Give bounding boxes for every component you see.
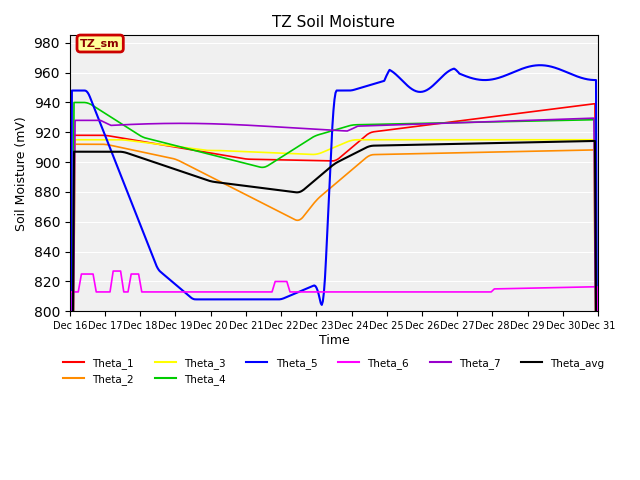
Theta_1 (499, 112, 507, 118)
Theta_2 (353, 163, 360, 168)
Theta_3 (500, 137, 508, 143)
Theta_5 (499, 73, 507, 79)
Theta_4 (70, 99, 78, 105)
Theta_avg (380, 143, 388, 148)
Y-axis label: Soil Moisture (mV): Soil Moisture (mV) (15, 116, 28, 231)
Line: Theta_avg: Theta_avg (70, 141, 598, 480)
Theta_1 (582, 102, 589, 108)
Theta_3 (321, 148, 329, 154)
Line: Theta_2: Theta_2 (70, 144, 598, 480)
Theta_1 (380, 128, 388, 133)
Theta_3 (353, 137, 360, 143)
Theta_5 (317, 300, 324, 306)
Theta_1 (320, 158, 328, 164)
Theta_7 (590, 115, 598, 121)
Line: Theta_4: Theta_4 (70, 102, 598, 480)
X-axis label: Time: Time (319, 334, 349, 347)
Theta_3 (381, 137, 389, 143)
Theta_5 (380, 78, 388, 84)
Theta_4 (381, 121, 389, 127)
Theta_avg (591, 138, 599, 144)
Theta_1 (591, 101, 599, 107)
Line: Theta_3: Theta_3 (70, 140, 598, 480)
Theta_6 (353, 289, 360, 295)
Title: TZ Soil Moisture: TZ Soil Moisture (273, 15, 396, 30)
Theta_4 (500, 119, 508, 124)
Line: Theta_1: Theta_1 (70, 104, 598, 480)
Theta_7 (320, 127, 328, 132)
Theta_3 (71, 137, 79, 143)
Theta_3 (318, 150, 326, 156)
Theta_6 (318, 289, 326, 295)
Theta_7 (380, 122, 388, 128)
Theta_2 (582, 147, 590, 153)
Theta_2 (318, 192, 326, 198)
Theta_avg (499, 140, 507, 146)
Theta_avg (352, 150, 360, 156)
Theta_2 (381, 152, 389, 157)
Theta_avg (582, 138, 589, 144)
Theta_7 (317, 127, 324, 132)
Theta_4 (582, 117, 590, 123)
Theta_avg (317, 172, 324, 178)
Theta_6 (109, 268, 117, 274)
Theta_4 (353, 122, 360, 128)
Theta_6 (582, 284, 590, 290)
Text: TZ_sm: TZ_sm (81, 38, 120, 48)
Theta_4 (321, 130, 329, 136)
Theta_7 (499, 119, 507, 124)
Line: Theta_7: Theta_7 (70, 118, 598, 480)
Theta_5 (352, 86, 360, 92)
Theta_7 (582, 116, 589, 121)
Line: Theta_6: Theta_6 (70, 271, 598, 480)
Theta_3 (582, 137, 590, 143)
Theta_2 (321, 190, 329, 195)
Theta_avg (320, 170, 328, 176)
Theta_5 (320, 290, 328, 296)
Theta_5 (536, 62, 544, 68)
Legend: Theta_1, Theta_2, Theta_3, Theta_4, Theta_5, Theta_6, Theta_7, Theta_avg: Theta_1, Theta_2, Theta_3, Theta_4, Thet… (59, 354, 609, 389)
Theta_1 (352, 141, 360, 147)
Theta_6 (381, 289, 389, 295)
Theta_7 (352, 124, 360, 130)
Line: Theta_5: Theta_5 (70, 65, 598, 480)
Theta_1 (317, 158, 324, 164)
Theta_2 (70, 141, 78, 147)
Theta_5 (582, 76, 590, 82)
Theta_6 (321, 289, 329, 295)
Theta_4 (318, 131, 326, 137)
Theta_6 (500, 286, 508, 291)
Theta_2 (500, 149, 508, 155)
